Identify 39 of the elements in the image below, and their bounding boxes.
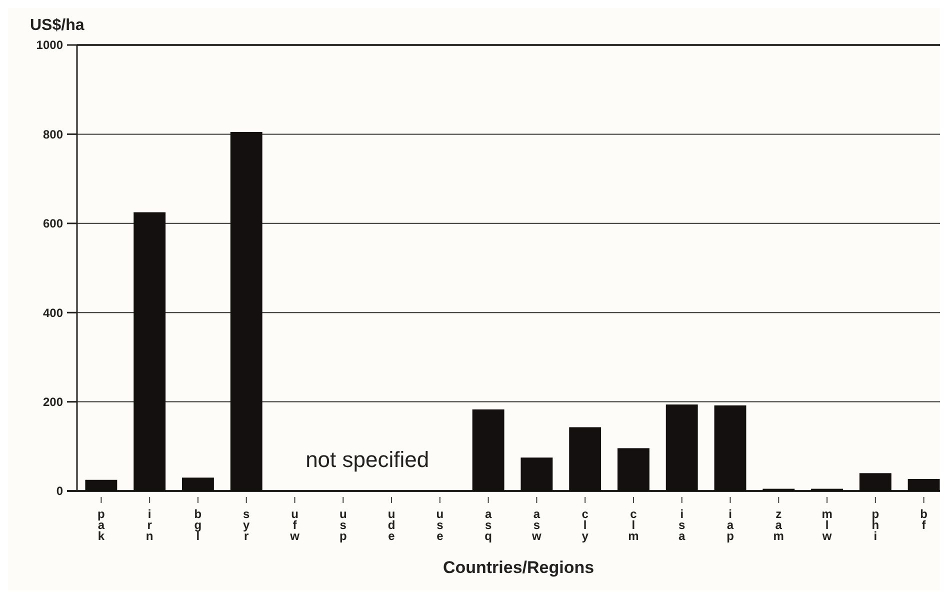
- x-tick-label: usp: [339, 507, 347, 543]
- x-tick-label: iap: [726, 507, 734, 543]
- y-tick-label: 400: [42, 306, 64, 320]
- x-tick-label: isa: [678, 507, 686, 543]
- x-tick-label: phi: [872, 507, 880, 543]
- bar: [569, 427, 602, 491]
- bar: [85, 480, 118, 491]
- x-tick-label: asw: [531, 507, 542, 543]
- x-tick-label: ufw: [289, 507, 300, 543]
- bar: [908, 478, 940, 491]
- bar: [859, 473, 892, 491]
- bar: [182, 478, 214, 491]
- x-tick-label: clm: [628, 507, 639, 543]
- x-tick-label: asq: [484, 507, 492, 543]
- x-tick-label: irn: [146, 507, 154, 543]
- bar: [472, 409, 504, 491]
- y-tick-label: 0: [56, 484, 64, 498]
- y-tick-label: 200: [42, 395, 64, 409]
- x-tick-label: pak: [98, 507, 105, 543]
- x-tick-label: bf: [920, 507, 928, 532]
- x-tick-label: mlw: [821, 507, 832, 543]
- x-axis-title: Countries/Regions: [442, 558, 594, 577]
- x-tick-label: syr: [243, 507, 250, 543]
- bar: [666, 404, 698, 491]
- annotation: not specified: [306, 447, 430, 472]
- bar: [618, 448, 650, 491]
- y-axis-title: US$/ha: [30, 17, 84, 34]
- x-tick-label: zam: [773, 507, 784, 543]
- bar: [134, 212, 166, 491]
- x-tick-label: use: [436, 507, 444, 543]
- y-tick-label: 600: [42, 216, 64, 231]
- bar: [230, 132, 262, 491]
- bar: [520, 458, 553, 491]
- y-tick-label: 800: [42, 127, 64, 142]
- x-tick-label: cly: [582, 507, 589, 543]
- bar: [714, 405, 746, 491]
- x-tick-label: ude: [388, 507, 396, 543]
- y-tick-label: 1000: [36, 38, 64, 52]
- x-tick-label: bgl: [194, 507, 202, 543]
